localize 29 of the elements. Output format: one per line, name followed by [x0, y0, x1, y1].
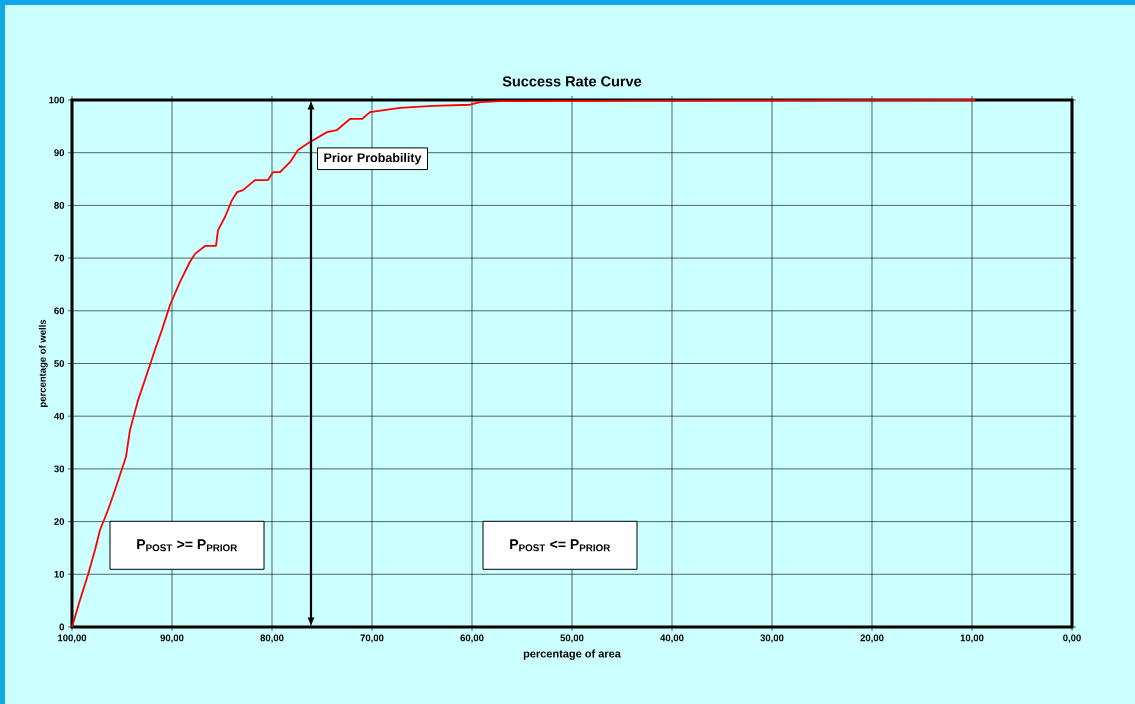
x-tick-label: 60,00 — [460, 634, 484, 643]
x-tick-label: 70,00 — [360, 634, 384, 643]
y-tick-label: 60 — [54, 307, 65, 315]
annotation: P$_{POST}$ <= P$_{PRIOR}$ — [510, 539, 611, 552]
x-tick-label: 0,00 — [1063, 634, 1081, 643]
y-tick-label: 20 — [54, 518, 65, 525]
x-tick-label: 90,00 — [160, 634, 184, 643]
y-tick-label: 30 — [54, 465, 65, 473]
y-axis-title: percentage of wells — [38, 319, 48, 407]
x-axis-title: percentage of area — [523, 649, 621, 660]
y-tick-label: 0 — [59, 623, 65, 631]
y-tick-label: 10 — [54, 570, 65, 578]
line-series — [71, 99, 976, 628]
y-tick-label: 100 — [49, 96, 65, 104]
chart-title: Success Rate Curve — [502, 76, 642, 87]
y-tick-label: 80 — [54, 202, 65, 209]
annotation: P$_{POST}$ >= P$_{PRIOR}$ — [137, 539, 238, 552]
x-tick-label: 20,00 — [860, 634, 884, 643]
x-tick-label: 30,00 — [760, 634, 784, 643]
y-tick-label: 50 — [54, 360, 65, 367]
x-tick-label: 50,00 — [560, 634, 584, 643]
y-tick-label: 90 — [54, 149, 65, 157]
y-tick-label: 70 — [54, 254, 65, 262]
x-tick-label: 80,00 — [260, 634, 284, 643]
x-tick-label: 10,00 — [960, 634, 984, 643]
y-tick-label: 40 — [54, 412, 65, 420]
x-tick-label: 100,00 — [58, 634, 87, 643]
ref-line-label: Prior Probability — [324, 152, 422, 165]
x-tick-label: 40,00 — [660, 634, 684, 643]
